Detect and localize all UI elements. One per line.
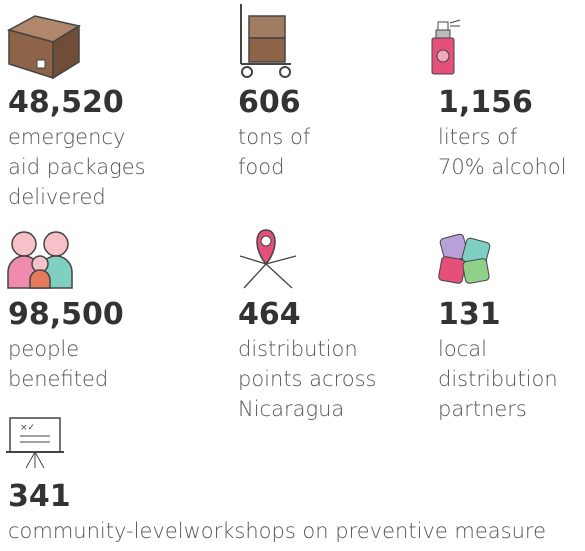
stat-number: 341 <box>8 479 71 514</box>
box-icon <box>6 15 81 80</box>
stat-description: people benefited <box>8 334 108 394</box>
line: tons of <box>238 125 311 149</box>
line: partners <box>438 397 527 421</box>
stat-number: 98,500 <box>8 297 124 332</box>
stat-description: emergency aid packages delivered <box>8 122 146 212</box>
spray-icon <box>431 19 461 75</box>
line: distribution <box>238 337 358 361</box>
line: liters of <box>438 125 518 149</box>
line: points across <box>238 367 377 391</box>
stat-description: tons of food <box>238 122 310 182</box>
line: Nicaragua <box>238 397 345 421</box>
line: food <box>238 155 285 179</box>
stat-description: local distribution partners <box>438 334 558 424</box>
line: distribution <box>438 367 558 391</box>
stat-number: 131 <box>438 297 501 332</box>
pin-icon <box>239 229 297 289</box>
stat-description: distribution points across Nicaragua <box>238 334 377 424</box>
stat-number: 464 <box>238 297 301 332</box>
cart-icon <box>240 4 291 78</box>
line: people <box>8 337 80 361</box>
stat-number: 606 <box>238 85 301 120</box>
stat-number: 48,520 <box>8 85 124 120</box>
line: 70% alcohol <box>438 155 567 179</box>
board-icon: ×✓ <box>6 417 64 469</box>
puzzle-icon <box>438 233 491 284</box>
svg-text:×✓: ×✓ <box>20 423 35 433</box>
line: aid packages <box>8 155 146 179</box>
stat-number: 1,156 <box>438 85 533 120</box>
line: local <box>438 337 487 361</box>
line: delivered <box>8 185 106 209</box>
stat-description: community-levelworkshops on preventive m… <box>8 516 546 546</box>
line: benefited <box>8 367 109 391</box>
stat-description: liters of 70% alcohol <box>438 122 566 182</box>
line: community-levelworkshops on preventive m… <box>8 519 547 543</box>
line: emergency <box>8 125 126 149</box>
people-icon <box>7 231 73 289</box>
